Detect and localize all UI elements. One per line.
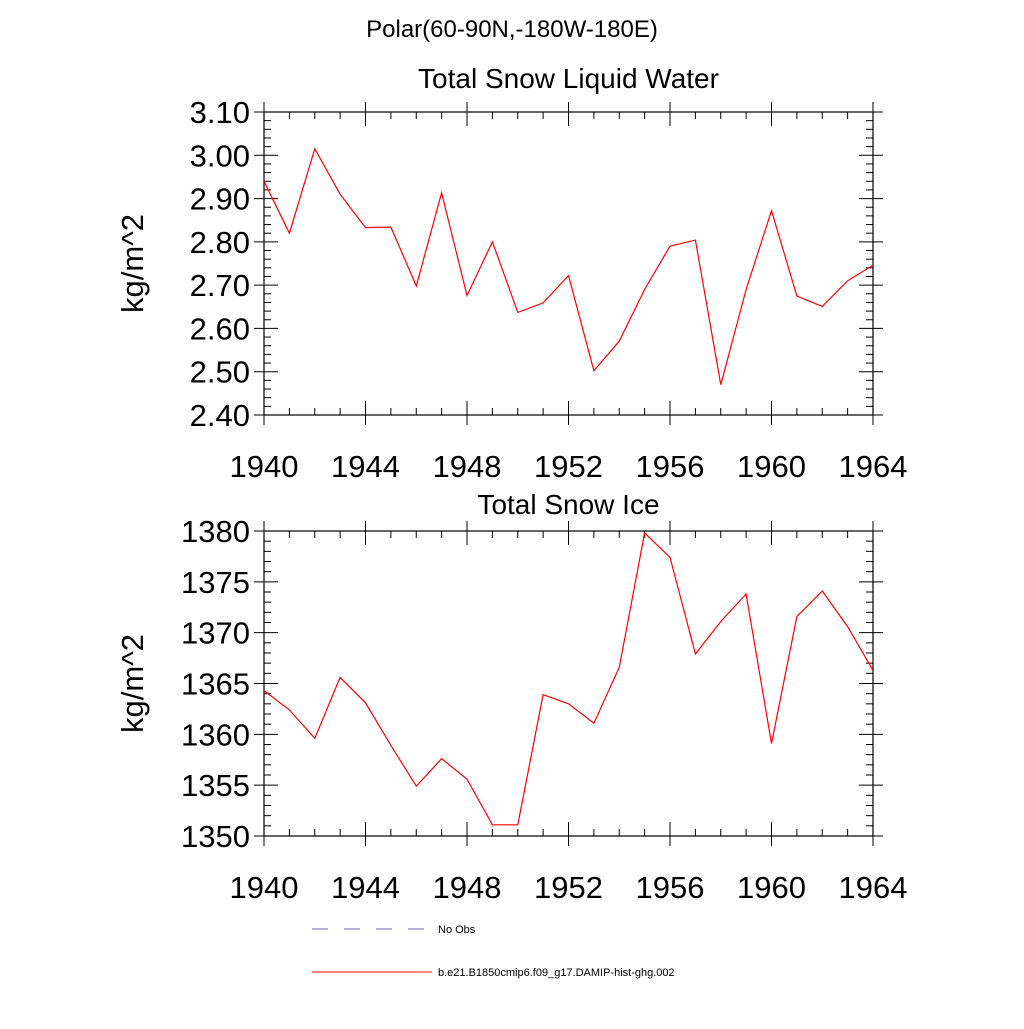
x-tick-label: 1940 [230,870,299,905]
legend-label-0: No Obs [438,924,476,936]
x-tick-label: 1960 [737,870,806,905]
x-tick-label: 1948 [433,870,502,905]
x-tick-label: 1948 [433,449,502,484]
y-axis-label: kg/m^2 [115,634,150,733]
chart-title: Total Snow Liquid Water [418,63,719,94]
chart-title: Total Snow Ice [477,489,659,520]
y-tick-label: 2.60 [190,311,250,346]
y-tick-label: 2.90 [190,182,250,217]
y-tick-label: 1375 [181,565,250,600]
y-tick-label: 1355 [181,768,250,803]
x-tick-label: 1964 [839,870,908,905]
y-tick-label: 3.10 [190,95,250,130]
series-line [263,531,874,826]
legend: No Obs b.e21.B1850cmip6.f09_g17.DAMIP-his… [312,924,675,979]
y-tick-label: 1360 [181,717,250,752]
y-tick-label: 1370 [181,616,250,651]
y-tick-label: 2.80 [190,225,250,260]
x-tick-label: 1952 [534,870,603,905]
series-line [263,147,874,385]
x-tick-label: 1956 [636,870,705,905]
y-tick-label: 1365 [181,667,250,702]
x-tick-label: 1944 [331,870,400,905]
x-tick-label: 1964 [839,449,908,484]
y-tick-label: 2.70 [190,268,250,303]
y-axis-label: kg/m^2 [115,214,150,313]
plot-frame [263,530,874,837]
y-tick-label: 2.50 [190,355,250,390]
figure-title: Polar(60-90N,-180W-180E) [366,16,658,43]
y-tick-label: 1350 [181,819,250,854]
panel-snow-ice: Total Snow Ice 1940 1944 1948 1952 1956 1960 19… [115,489,907,905]
y-tick-label: 2.40 [190,398,250,433]
x-tick-label: 1952 [534,449,603,484]
panel-snow-liquid-water: Total Snow Liquid Water 1940 1944 1948 1952 1… [115,63,907,484]
legend-label-1: b.e21.B1850cmip6.f09_g17.DAMIP-hist-ghg.… [438,967,675,979]
plot-frame [263,111,874,416]
y-tick-label: 1380 [181,514,250,549]
x-tick-label: 1940 [230,449,299,484]
x-tick-label: 1944 [331,449,400,484]
x-tick-label: 1960 [737,449,806,484]
x-tick-label: 1956 [636,449,705,484]
y-tick-label: 3.00 [190,138,250,173]
